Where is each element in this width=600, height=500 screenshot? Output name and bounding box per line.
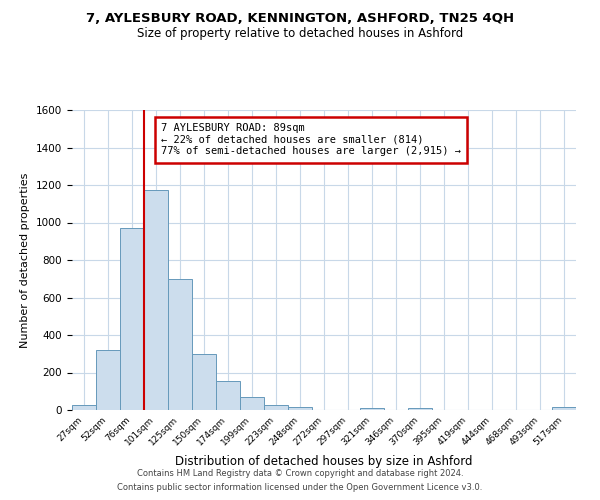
Text: 7 AYLESBURY ROAD: 89sqm
← 22% of detached houses are smaller (814)
77% of semi-d: 7 AYLESBURY ROAD: 89sqm ← 22% of detache…	[161, 123, 461, 156]
Bar	[288, 406, 312, 410]
Bar	[96, 350, 120, 410]
Bar	[72, 406, 96, 410]
Bar	[144, 190, 168, 410]
Text: Contains public sector information licensed under the Open Government Licence v3: Contains public sector information licen…	[118, 484, 482, 492]
Bar	[168, 279, 192, 410]
Text: Size of property relative to detached houses in Ashford: Size of property relative to detached ho…	[137, 28, 463, 40]
Bar	[216, 381, 240, 410]
Bar	[240, 397, 264, 410]
Bar	[264, 406, 288, 410]
Bar	[552, 407, 576, 410]
Bar	[192, 354, 216, 410]
Text: Contains HM Land Registry data © Crown copyright and database right 2024.: Contains HM Land Registry data © Crown c…	[137, 468, 463, 477]
Y-axis label: Number of detached properties: Number of detached properties	[20, 172, 31, 348]
Bar	[120, 228, 144, 410]
X-axis label: Distribution of detached houses by size in Ashford: Distribution of detached houses by size …	[175, 456, 473, 468]
Bar	[360, 408, 384, 410]
Text: 7, AYLESBURY ROAD, KENNINGTON, ASHFORD, TN25 4QH: 7, AYLESBURY ROAD, KENNINGTON, ASHFORD, …	[86, 12, 514, 26]
Bar	[408, 408, 432, 410]
